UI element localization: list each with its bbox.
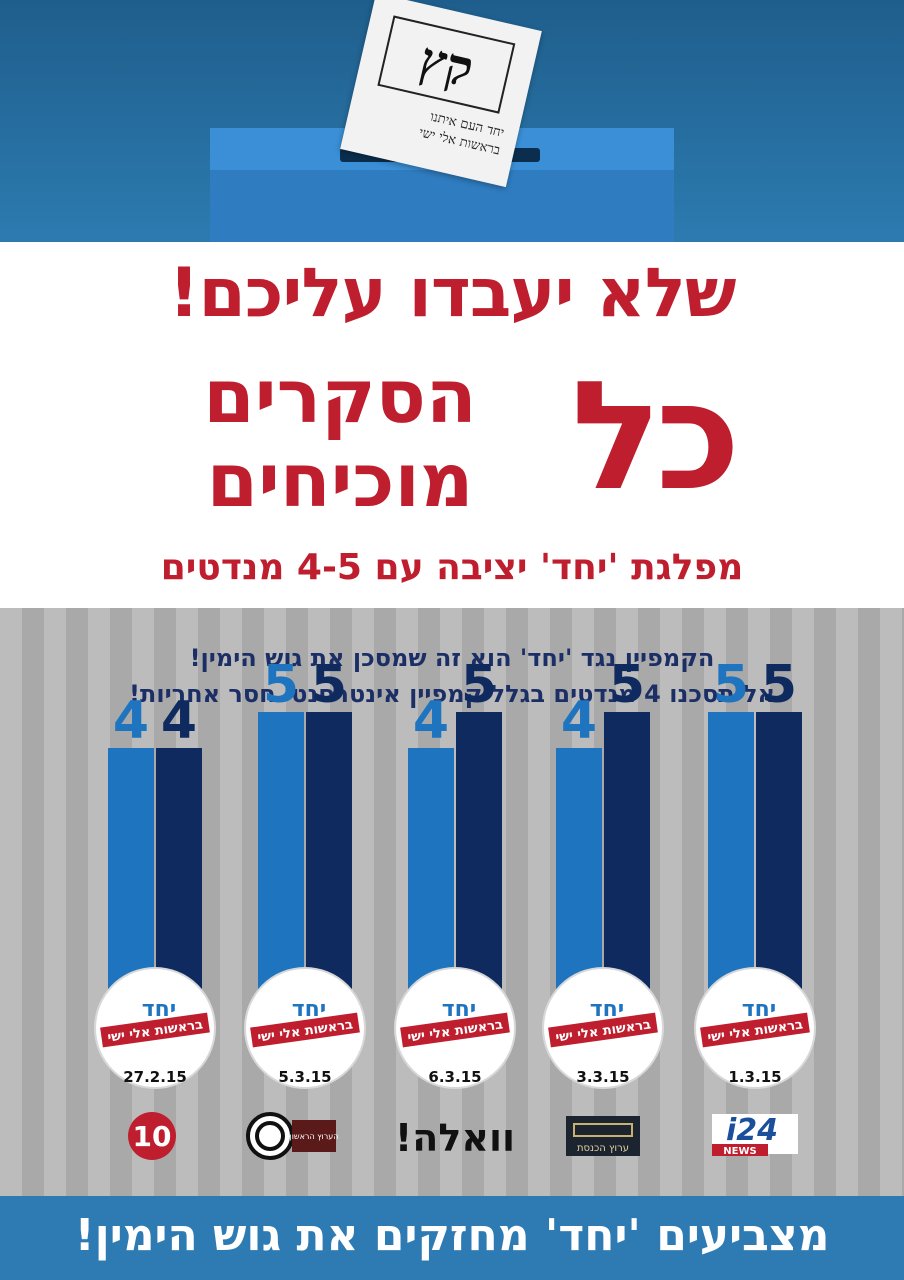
light-bar	[408, 748, 454, 1000]
badge-ribbon	[400, 1012, 510, 1048]
knesset-logo-building	[573, 1123, 633, 1137]
ballot-box-illustration: קץ יחד העם איתנו בראשות אלי ישי	[0, 0, 904, 242]
channel10-logo-bg	[128, 1112, 176, 1160]
badge-ribbon	[700, 1012, 810, 1048]
poll-date-label: 27.2.15	[123, 1068, 187, 1086]
chart-heading-1: הקמפיין נגד 'יחד' הוא זה שמסכן את גוש הי…	[189, 644, 715, 672]
knesset-logo-text: ערוץ הכנסת	[577, 1143, 629, 1154]
poll-date-label: 1.3.15	[728, 1068, 781, 1086]
dark-bar	[756, 712, 802, 1000]
light-bar	[708, 712, 754, 1000]
channel1-logo-text: הערוץ הראשון	[290, 1132, 339, 1141]
i24-news-text: NEWS	[723, 1146, 756, 1157]
dark-bar-label: 5	[761, 655, 797, 715]
dark-bar	[604, 712, 650, 1000]
headline-kol: כל	[571, 350, 741, 524]
badge-ribbon	[100, 1012, 210, 1048]
headline-section: שלא יעבדו עליכם! כל הסקרים מוכיחים מפלגת…	[0, 242, 904, 608]
chart-heading-2: אל תסכנו 4 מנדטים בגלל קמפיין אינטרסנטי …	[128, 680, 775, 708]
poll-date-label: 3.3.15	[576, 1068, 629, 1086]
light-bar	[108, 748, 154, 1000]
dark-bar-label: 5	[461, 655, 497, 715]
poll-chart-section: הקמפיין נגד 'יחד' הוא זה שמסכן את גוש הי…	[0, 608, 904, 1196]
footer-banner: מצביעים 'יחד' מחזקים את גוש הימין!	[0, 1196, 904, 1280]
dark-bar-label: 5	[609, 655, 645, 715]
channel1-logo-inner-ring	[255, 1121, 285, 1151]
headline-subtitle: מפלגת 'יחד' יציבה עם 4-5 מנדטים	[160, 547, 744, 588]
light-bar	[556, 748, 602, 1000]
i24-news-strip	[712, 1144, 768, 1156]
dark-bar	[306, 712, 352, 1000]
dark-bar-label: 5	[311, 655, 347, 715]
badge-ribbon	[548, 1012, 658, 1048]
poll-date-label: 6.3.15	[428, 1068, 481, 1086]
headline-mochichim: מוכיחים	[206, 438, 474, 524]
headline-line-1: שלא יעבדו עליכם!	[168, 254, 737, 333]
dark-bar	[456, 712, 502, 1000]
i24-logo-text: i24	[726, 1113, 778, 1148]
dark-bar	[156, 748, 202, 1000]
light-bar-label: 5	[263, 655, 299, 715]
channel1-logo-tag	[292, 1120, 336, 1152]
light-bar-label: 5	[713, 655, 749, 715]
light-bar-label: 4	[561, 691, 597, 751]
light-bar	[258, 712, 304, 1000]
ballot-letters: קץ	[377, 15, 516, 114]
channel1-logo-ring	[246, 1112, 294, 1160]
headline-seker: הסקרים	[203, 354, 477, 440]
dark-bar-label: 4	[161, 691, 197, 751]
poll-date-label: 5.3.15	[278, 1068, 331, 1086]
channel10-logo-text: 10	[133, 1120, 172, 1153]
light-bar-label: 4	[413, 691, 449, 751]
ballot-box-body	[210, 170, 674, 242]
light-bar-label: 4	[113, 691, 149, 751]
badge-ribbon	[250, 1012, 360, 1048]
footer-text: מצביעים 'יחד' מחזקים את גוש הימין!	[74, 1210, 830, 1261]
walla-logo-text: וואלה!	[395, 1116, 515, 1160]
